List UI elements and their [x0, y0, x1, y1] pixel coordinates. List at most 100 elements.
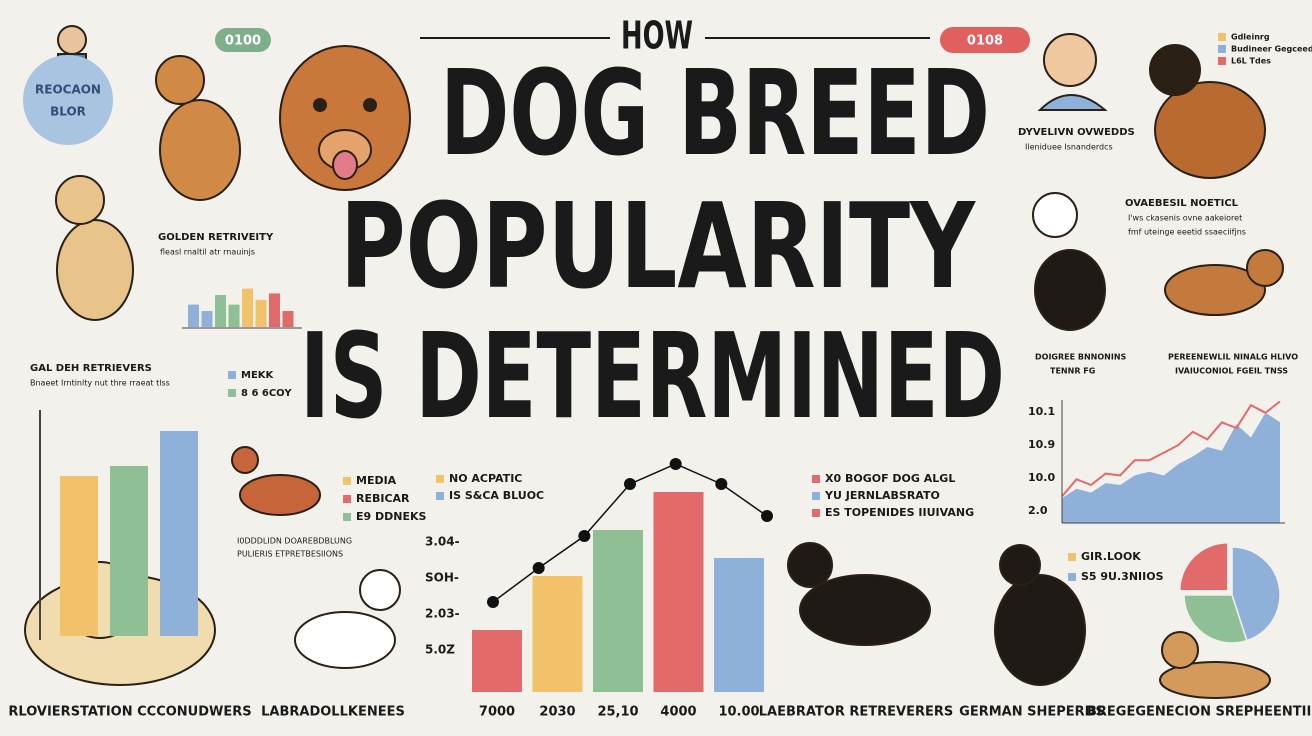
bar [60, 476, 98, 636]
label: OVAEBESIL NOETICL [1125, 198, 1239, 209]
label: fmf uteinge eeetid ssaeciifjns [1128, 228, 1246, 237]
legend-label: ES TOPENIDES IIUIVANG [825, 506, 974, 519]
legend-swatch [228, 389, 236, 397]
x-label: 25,10 [597, 705, 638, 720]
legend-swatch [228, 371, 236, 379]
pie-slice [1179, 542, 1229, 592]
label: Bnaeet Irntinlty nut thre rraeat tlss [30, 379, 170, 388]
bar [215, 295, 226, 327]
title-line: POPULARITY [340, 177, 976, 315]
label: GOLDEN RETRIVEITY [158, 232, 274, 243]
y-label: 2.03- [425, 607, 460, 621]
legend-swatch [1068, 573, 1076, 581]
badge [23, 55, 113, 145]
bar [593, 530, 643, 692]
bar [201, 311, 213, 327]
bar [269, 293, 280, 327]
bar [282, 311, 294, 327]
pill-text: 0108 [967, 34, 1003, 49]
trend-point [669, 458, 682, 470]
bar [188, 304, 199, 327]
footer-label: LABRADOLLKENEES [261, 705, 405, 720]
badge-text: BLOR [50, 105, 86, 119]
trend-point [578, 530, 591, 542]
y-label: 10.9 [1028, 438, 1055, 451]
legend-swatch [1218, 45, 1226, 53]
y-label: SOH- [425, 571, 459, 585]
label: PULIERIS ETPRETBESIIONS [237, 550, 343, 559]
bar [532, 576, 583, 692]
legend-swatch [1068, 553, 1076, 561]
legend-label: IS S&CA BLUOC [449, 489, 544, 502]
legend-label: 8 6 6COY [241, 388, 292, 399]
bar [714, 558, 764, 692]
legend-swatch [812, 509, 820, 517]
legend-swatch [812, 492, 820, 500]
footer-label: LAEBRATOR RETREVERERS [759, 705, 954, 720]
legend-label: E9 DDNEKS [356, 510, 427, 523]
title-line: IS DETERMINED [300, 307, 1005, 445]
y-label: 2.0 [1028, 504, 1048, 517]
footer-label: RLOVIERSTATION CCCONUDWERS [8, 705, 251, 720]
pill-text: 0100 [225, 34, 261, 49]
legend-swatch [812, 475, 820, 483]
legend-swatch [436, 475, 444, 483]
legend-label: MEDIA [356, 474, 397, 487]
legend-label: REBICAR [356, 492, 410, 505]
y-label: 3.04- [425, 535, 460, 549]
legend-label: NO ACPATIC [449, 472, 522, 485]
label: TENNR FG [1050, 367, 1095, 376]
bar [228, 304, 240, 327]
pill [215, 28, 271, 52]
x-label: 10.00 [718, 705, 759, 720]
label: fleasl rnaltil atr rnauinjs [160, 248, 255, 257]
label: I0DDDLIDN DOAREBDBLUNG [237, 537, 352, 546]
trend-point [624, 478, 636, 490]
legend-label: X0 BOGOF DOG ALGL [825, 472, 955, 485]
legend-label: S5 9U.3NIIOS [1081, 570, 1164, 583]
trend-point [761, 510, 773, 522]
bar [160, 431, 198, 636]
area [1062, 412, 1280, 523]
pie-slice [1231, 546, 1281, 642]
bar [653, 492, 704, 692]
x-label: 2030 [539, 705, 575, 720]
footer-label: GERMAN SHEPERDS [959, 705, 1105, 720]
y-label: 5.0Z [425, 643, 455, 657]
legend-label: GIR.LOOK [1081, 550, 1141, 563]
legend-swatch [1218, 33, 1226, 41]
legend-swatch [343, 495, 351, 503]
kicker: HOW [621, 14, 693, 58]
legend-swatch [1218, 57, 1226, 65]
bar [242, 288, 253, 327]
label: IVAIUCONIOL FGEIL TNSS [1175, 367, 1288, 376]
y-label: 10.1 [1028, 405, 1055, 418]
legend-swatch [436, 492, 444, 500]
legend-label: L6L Tdes [1231, 57, 1271, 66]
title-line: DOG BREED [440, 44, 990, 182]
x-label: 4000 [660, 705, 696, 720]
line [1061, 400, 1281, 498]
label: DYVELIVN OVWEDDS [1018, 127, 1135, 138]
label: DOIGREE BNNONINS [1035, 353, 1127, 362]
badge-text: REOCAON [35, 83, 101, 97]
legend-label: YU JERNLABSRATO [824, 489, 940, 502]
trend-point [487, 596, 499, 608]
trend-point [532, 562, 545, 574]
legend-label: Budineer Gegceedd [1231, 45, 1312, 54]
label: I'ws ckasenis ovne aakeioret [1128, 214, 1242, 223]
y-label: 10.0 [1028, 471, 1055, 484]
legend-swatch [343, 513, 351, 521]
bar [472, 630, 522, 692]
label: Ileniduee Isnanderdcs [1025, 143, 1113, 152]
bar [255, 299, 267, 327]
legend-label: Gdleinrg [1231, 33, 1270, 42]
pill [940, 27, 1030, 53]
pie-slice [1183, 594, 1248, 644]
trend-point [715, 478, 728, 490]
bar [110, 466, 148, 636]
legend-label: MEKK [241, 370, 275, 381]
label: PEREENEWLIL NINALG HLIVO [1168, 353, 1298, 362]
legend-swatch [343, 477, 351, 485]
